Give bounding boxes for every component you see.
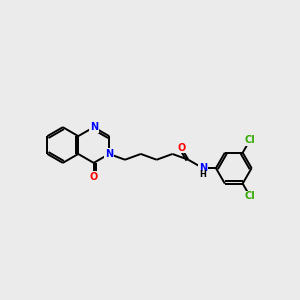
- Text: O: O: [90, 172, 98, 182]
- Text: Cl: Cl: [245, 191, 256, 202]
- Text: O: O: [177, 143, 185, 153]
- Text: N: N: [105, 149, 113, 159]
- Text: N: N: [199, 163, 207, 173]
- Text: H: H: [200, 169, 206, 178]
- Text: N: N: [90, 122, 98, 132]
- Text: Cl: Cl: [245, 135, 256, 145]
